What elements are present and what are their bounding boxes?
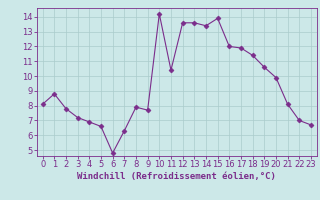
X-axis label: Windchill (Refroidissement éolien,°C): Windchill (Refroidissement éolien,°C) [77, 172, 276, 181]
